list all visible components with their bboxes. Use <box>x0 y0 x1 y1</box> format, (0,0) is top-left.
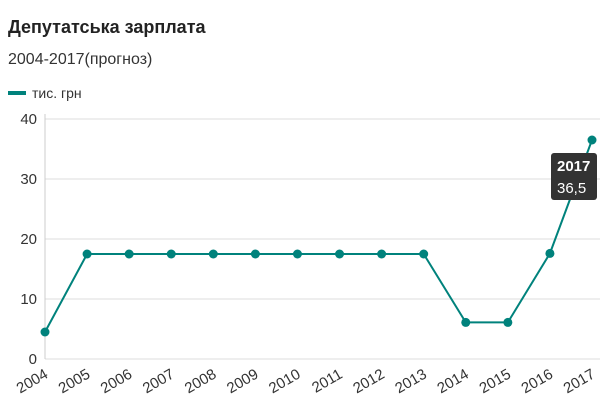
tooltip-value: 36,5 <box>557 180 586 197</box>
chart-subtitle: 2004-2017(прогноз) <box>8 51 152 68</box>
x-tick-label: 2017 <box>561 366 598 397</box>
data-point <box>292 249 302 259</box>
y-tick-label: 0 <box>29 351 37 368</box>
y-tick-label: 10 <box>20 291 37 308</box>
x-tick-label: 2013 <box>392 366 429 397</box>
data-point <box>461 317 471 327</box>
x-tick-label: 2005 <box>56 366 93 397</box>
data-point <box>82 249 92 259</box>
tooltip-category: 2017 <box>557 158 590 175</box>
legend-label: тис. грн <box>32 85 82 101</box>
x-tick-label: 2014 <box>434 366 471 397</box>
y-tick-label: 30 <box>20 171 37 188</box>
data-point <box>587 135 597 145</box>
data-point <box>208 249 218 259</box>
data-point <box>250 249 260 259</box>
tooltip <box>551 153 597 200</box>
x-tick-label: 2008 <box>182 366 219 397</box>
x-tick-label: 2010 <box>266 366 303 397</box>
x-tick-label: 2011 <box>309 366 345 397</box>
x-tick-label: 2007 <box>140 366 177 397</box>
x-tick-label: 2006 <box>98 366 135 397</box>
x-tick-label: 2012 <box>350 366 387 397</box>
series-line <box>44 139 593 333</box>
chart-title: Депутатська зарплата <box>8 17 207 37</box>
y-tick-label: 20 <box>20 231 37 248</box>
x-tick-label: 2015 <box>476 366 513 397</box>
data-point <box>166 249 176 259</box>
data-point <box>40 327 50 337</box>
data-point <box>419 249 429 259</box>
data-point <box>503 317 513 327</box>
data-point <box>377 249 387 259</box>
y-tick-label: 40 <box>20 111 37 128</box>
data-point <box>545 248 555 258</box>
data-point <box>124 249 134 259</box>
x-tick-label: 2009 <box>224 366 261 397</box>
x-tick-label: 2016 <box>519 366 556 397</box>
data-point <box>335 249 345 259</box>
x-tick-label: 2004 <box>14 366 51 397</box>
